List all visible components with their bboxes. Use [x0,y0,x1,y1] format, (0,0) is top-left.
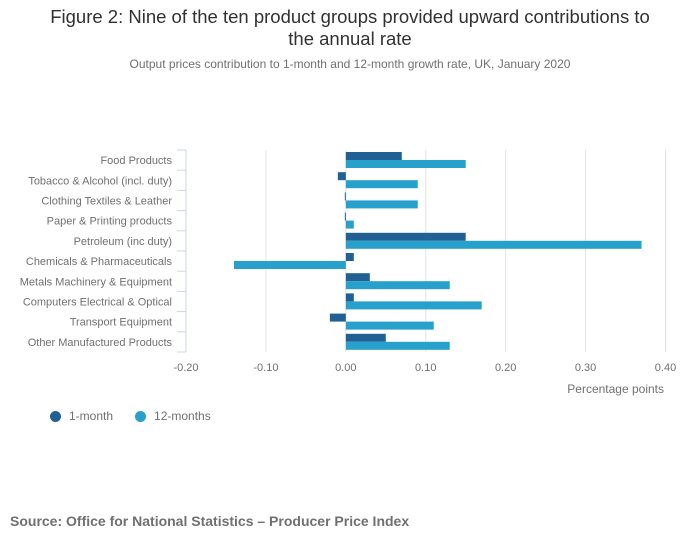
x-tick-label: 0.00 [335,362,356,374]
y-axis: Food Products Tobacco & Alcohol (incl. du… [20,149,187,353]
legend-item-1-month[interactable]: 1-month [50,409,113,423]
bar-12-months-1[interactable] [345,180,418,189]
y-tick-label: Other Manufactured Products [28,337,173,349]
x-tick-label: 0.40 [655,362,676,374]
bar-1-month-3[interactable] [344,212,346,221]
bar-12-months-2[interactable] [345,200,418,209]
legend-label-12-months: 12-months [154,409,211,423]
bar-1-month-7[interactable] [345,293,354,302]
x-tick-label: -0.10 [253,362,278,374]
bar-1-month-4[interactable] [345,232,466,241]
bar-1-month-2[interactable] [344,192,346,201]
legend-marker-1-month [50,410,61,422]
legend-label-1-month: 1-month [69,409,114,423]
legend: 1-month 12-months [50,409,233,423]
bar-12-months-0[interactable] [345,160,466,168]
chart-title: Figure 2: Nine of the ten product groups… [0,6,700,50]
x-axis-label: Percentage points [567,382,664,396]
y-tick-label: Paper & Printing products [47,216,173,228]
legend-item-12-months[interactable]: 12-months [135,409,211,423]
y-tick-label: Chemicals & Pharmaceuticals [26,256,173,268]
bar-12-months-3[interactable] [345,220,354,229]
chart-subtitle: Output prices contribution to 1-month an… [129,57,571,71]
bar-1-month-8[interactable] [329,313,346,322]
bar-12-months-9[interactable] [345,341,450,350]
bar-1-month-0[interactable] [345,152,402,160]
y-tick-label: Tobacco & Alcohol (incl. duty) [28,175,172,187]
bar-1-month-1[interactable] [337,172,346,181]
bar-12-months-7[interactable] [345,301,482,310]
bar-12-months-8[interactable] [345,321,434,330]
source-note: Source: Office for National Statistics –… [10,513,410,529]
bar-12-months-6[interactable] [345,281,450,290]
bar-1-month-6[interactable] [345,273,370,282]
chart-title-line-1: Figure 2: Nine of the ten product groups… [50,6,650,27]
y-tick-label: Clothing Textiles & Leather [41,196,172,208]
bar-1-month-5[interactable] [345,253,354,261]
x-tick-label: 0.10 [415,362,436,374]
y-tick-label: Metals Machinery & Equipment [20,276,172,288]
chart-title-line-2: the annual rate [288,28,412,49]
x-tick-label: -0.20 [173,362,198,374]
bars [233,152,642,350]
legend-marker-12-months [135,410,147,422]
y-tick-label: Transport Equipment [70,317,172,329]
x-tick-label: 0.20 [495,362,516,374]
y-tick-label: Computers Electrical & Optical [23,297,172,309]
y-tick-label: Food Products [100,155,172,167]
bar-1-month-9[interactable] [345,333,386,342]
x-tick-label: 0.30 [575,362,596,374]
bar-12-months-5[interactable] [233,261,346,269]
bar-12-months-4[interactable] [345,240,642,249]
x-axis: -0.20 -0.10 0.00 0.10 0.20 0.30 0.40 [173,362,676,374]
gridlines [265,150,666,352]
y-tick-label: Petroleum (inc duty) [74,236,172,248]
